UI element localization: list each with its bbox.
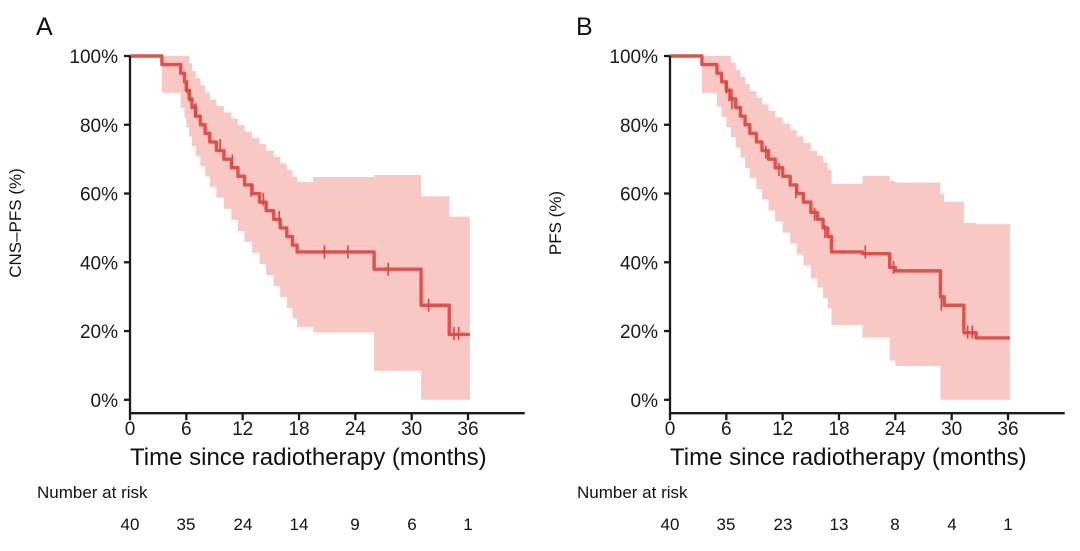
svg-text:18: 18: [828, 419, 849, 440]
svg-text:100%: 100%: [69, 47, 118, 68]
svg-text:12: 12: [232, 419, 253, 440]
svg-text:36: 36: [457, 419, 478, 440]
svg-text:0: 0: [125, 419, 136, 440]
svg-text:24: 24: [345, 419, 367, 440]
svg-text:0%: 0%: [631, 391, 659, 412]
svg-text:40%: 40%: [80, 253, 118, 274]
svg-text:100%: 100%: [609, 47, 658, 68]
svg-text:80%: 80%: [80, 116, 118, 137]
svg-text:6: 6: [181, 419, 192, 440]
svg-text:60%: 60%: [80, 185, 118, 206]
svg-text:40%: 40%: [620, 253, 658, 274]
svg-text:12: 12: [772, 419, 793, 440]
svg-text:6: 6: [721, 419, 732, 440]
svg-text:24: 24: [885, 419, 907, 440]
svg-text:80%: 80%: [620, 116, 658, 137]
svg-text:36: 36: [997, 419, 1018, 440]
svg-text:20%: 20%: [80, 322, 118, 343]
svg-text:0%: 0%: [91, 391, 119, 412]
svg-text:30: 30: [401, 419, 422, 440]
svg-text:0: 0: [665, 419, 676, 440]
svg-text:18: 18: [288, 419, 309, 440]
svg-text:20%: 20%: [620, 322, 658, 343]
svg-text:30: 30: [941, 419, 962, 440]
svg-text:60%: 60%: [620, 185, 658, 206]
